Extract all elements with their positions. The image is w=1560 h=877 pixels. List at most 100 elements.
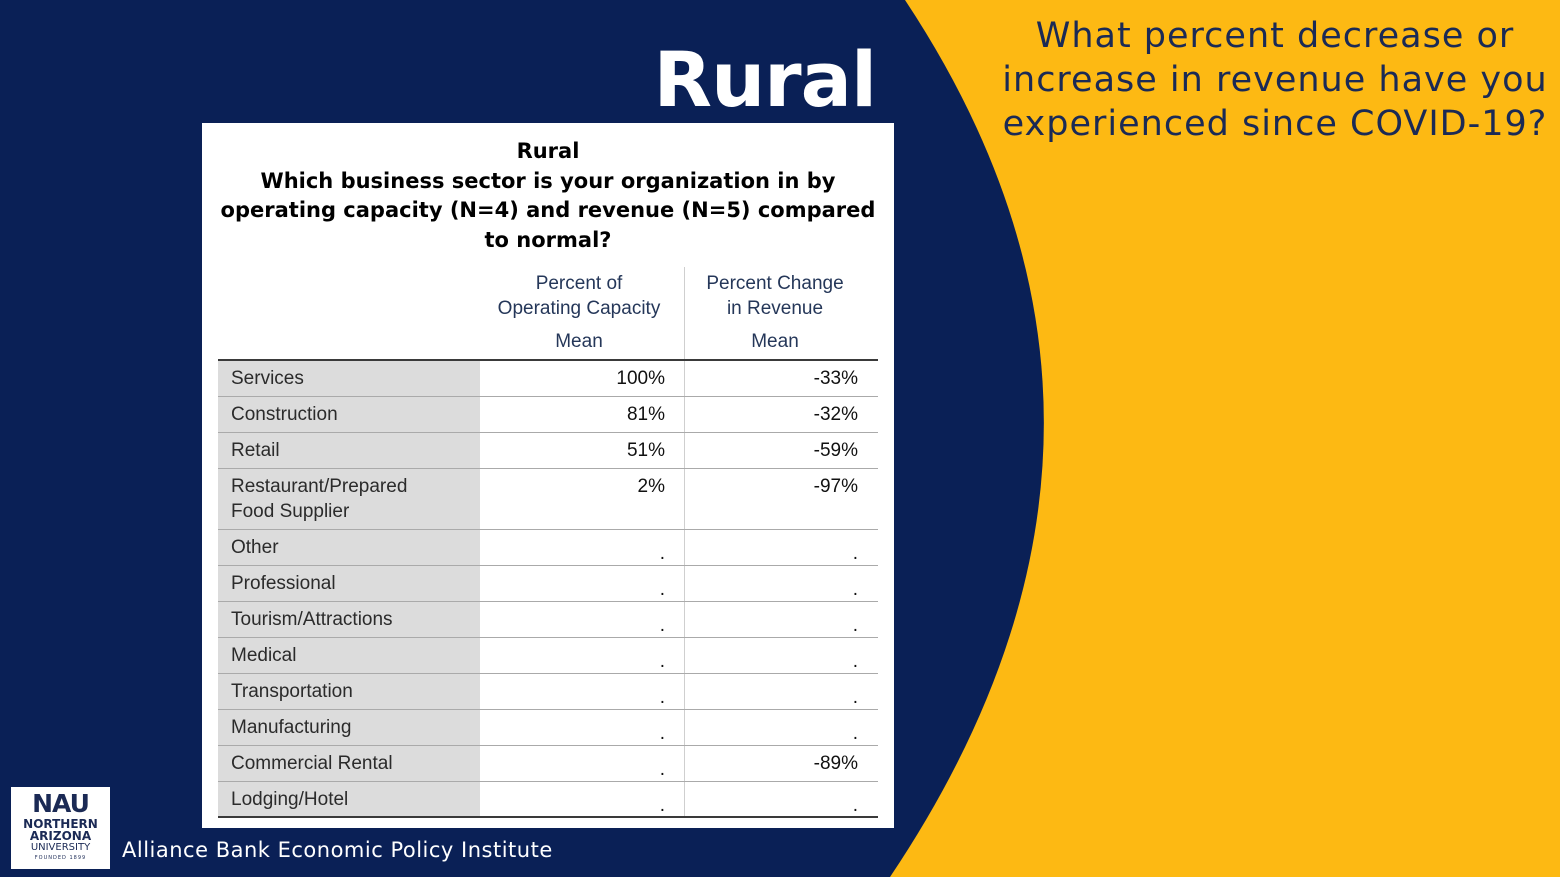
table-title-line: Which business sector is your organizati…	[260, 168, 836, 193]
table-row: Manufacturing . .	[218, 710, 878, 746]
table-row: Other . .	[218, 530, 878, 566]
capacity-value: .	[481, 602, 685, 638]
row-separator	[218, 565, 878, 566]
revenue-value: -33%	[813, 368, 858, 389]
revenue-value: -89%	[813, 753, 858, 774]
logo-wordmark-line: ARIZONA	[29, 829, 92, 843]
row-label-line: Professional	[231, 573, 336, 594]
row-label-line: Transportation	[231, 681, 353, 702]
capacity-value: 2%	[481, 469, 685, 530]
capacity-value: .	[481, 638, 685, 674]
row-separator	[218, 396, 878, 397]
capacity-value: .	[481, 710, 685, 746]
row-label: Professional	[218, 566, 480, 602]
capacity-value: 51%	[481, 433, 685, 469]
table-row: Lodging/Hotel . .	[218, 782, 878, 818]
question-line: experienced since COVID-19?	[1002, 104, 1548, 144]
table-row: Commercial Rental . -89%	[218, 746, 878, 782]
logo-wordmark-line: NORTHERN	[23, 817, 98, 831]
logo-wordmark-line: UNIVERSITY	[30, 842, 91, 853]
table-title-line: Rural	[516, 139, 580, 163]
row-label: Lodging/Hotel	[218, 782, 480, 818]
row-label-line: Commercial Rental	[231, 753, 393, 774]
table-title: Rural Which business sector is your orga…	[202, 137, 894, 255]
table-row: Retail 51% -59%	[218, 433, 878, 469]
row-separator	[218, 529, 878, 530]
table-row: Tourism/Attractions . .	[218, 602, 878, 638]
logo-founded-line: FOUNDED 1899	[34, 855, 87, 861]
row-label: Restaurant/Prepared Food Supplier	[218, 469, 480, 530]
capacity-value: .	[481, 746, 685, 782]
revenue-value: .	[852, 543, 858, 564]
column-subheader-mean: Mean	[555, 331, 603, 352]
row-separator	[218, 637, 878, 638]
row-separator	[218, 816, 878, 818]
revenue-value: -32%	[813, 404, 858, 425]
column-subheader-mean: Mean	[751, 331, 799, 352]
row-label-line: Construction	[231, 404, 338, 425]
row-label-line: Retail	[231, 440, 280, 461]
row-separator	[218, 468, 878, 469]
row-label-line: Services	[231, 368, 304, 389]
question-line: What percent decrease or	[1035, 16, 1515, 56]
table-row: Transportation . .	[218, 674, 878, 710]
table-title-line: to normal?	[484, 227, 612, 252]
revenue-value: .	[852, 687, 858, 708]
row-label: Commercial Rental	[218, 746, 480, 782]
capacity-value: .	[481, 530, 685, 566]
row-label-line: Restaurant/Prepared	[231, 476, 408, 497]
column-header-line: Percent of	[535, 273, 623, 294]
capacity-value: .	[481, 566, 685, 602]
row-label-line: Medical	[231, 645, 297, 666]
header-rule	[218, 359, 878, 361]
row-separator	[218, 709, 878, 710]
column-header-operating-capacity: Percent of Operating Capacity	[481, 271, 677, 321]
revenue-value: -97%	[813, 476, 858, 497]
table-title-line: operating capacity (N=4) and revenue (N=…	[220, 198, 876, 222]
nau-logo: NAU NORTHERN ARIZONA UNIVERSITY FOUNDED …	[11, 787, 110, 869]
results-table-panel: Rural Which business sector is your orga…	[202, 123, 894, 828]
table-row: Medical . .	[218, 638, 878, 674]
revenue-value: .	[852, 579, 858, 600]
row-label: Services	[218, 361, 480, 397]
question-line: increase in revenue have you	[1002, 60, 1548, 100]
row-label: Other	[218, 530, 480, 566]
row-separator	[218, 432, 878, 433]
row-label: Transportation	[218, 674, 480, 710]
row-label: Tourism/Attractions	[218, 602, 480, 638]
revenue-value: .	[852, 651, 858, 672]
row-label: Retail	[218, 433, 480, 469]
row-label-line: Other	[231, 537, 279, 558]
table-row: Professional . .	[218, 566, 878, 602]
capacity-value: .	[481, 674, 685, 710]
revenue-value: .	[852, 723, 858, 744]
table-row: Construction 81% -32%	[218, 397, 878, 433]
column-header-line: Percent Change	[706, 273, 844, 294]
table-row: Restaurant/Prepared Food Supplier 2% -97…	[218, 469, 878, 530]
row-separator	[218, 601, 878, 602]
row-separator	[218, 745, 878, 746]
row-label-line: Manufacturing	[231, 717, 352, 738]
revenue-value: .	[852, 795, 858, 816]
column-header-revenue-change: Percent Change in Revenue	[690, 271, 860, 321]
row-separator	[218, 781, 878, 782]
slide-title: Rural	[653, 35, 877, 124]
logo-mark: NAU	[32, 789, 90, 818]
table-row: Services 100% -33%	[218, 361, 878, 397]
revenue-value: .	[852, 615, 858, 636]
row-label: Manufacturing	[218, 710, 480, 746]
column-header-line: Operating Capacity	[497, 298, 661, 319]
row-label-line: Lodging/Hotel	[231, 789, 349, 810]
column-header-line: in Revenue	[726, 298, 824, 319]
revenue-value: -59%	[813, 440, 858, 461]
capacity-value: 100%	[481, 361, 685, 397]
row-label: Medical	[218, 638, 480, 674]
row-label-line: Food Supplier	[231, 501, 350, 522]
footer-institute-name: Alliance Bank Economic Policy Institute	[122, 838, 553, 862]
column-divider	[684, 267, 685, 360]
row-label-line: Tourism/Attractions	[231, 609, 393, 630]
row-label: Construction	[218, 397, 480, 433]
question-text: What percent decrease or increase in rev…	[990, 14, 1560, 146]
capacity-value: 81%	[481, 397, 685, 433]
row-separator	[218, 673, 878, 674]
